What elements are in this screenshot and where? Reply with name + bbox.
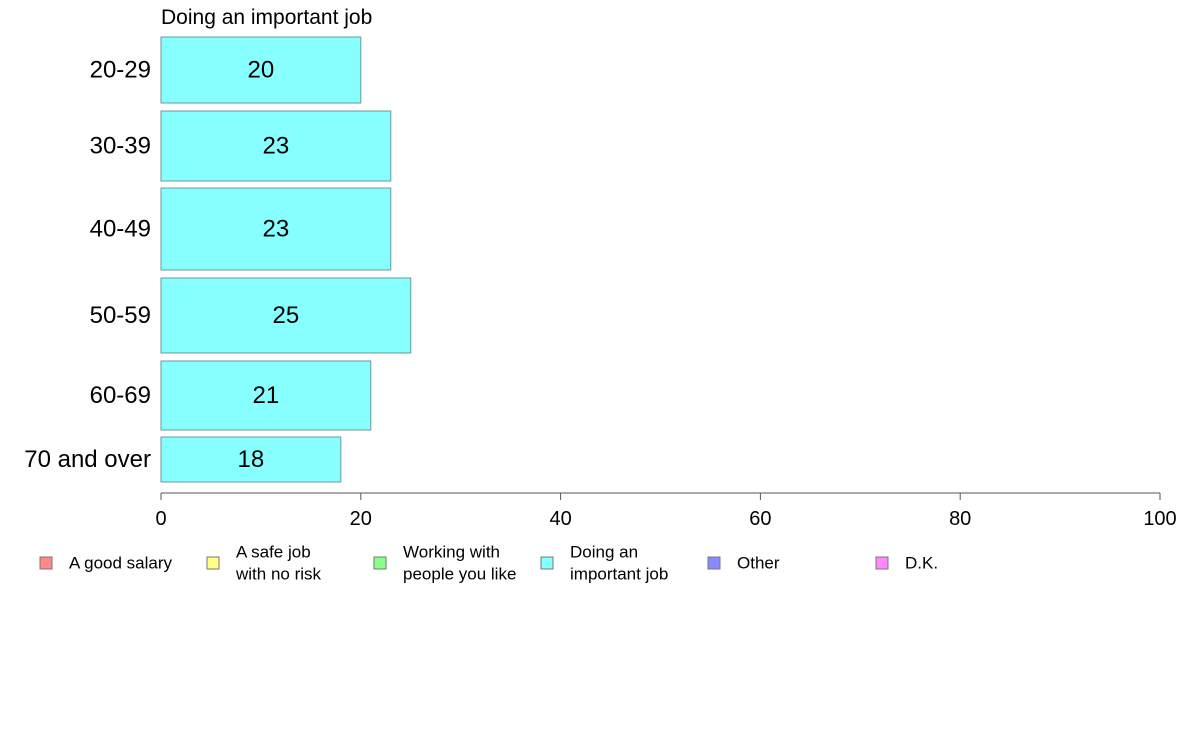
legend-label: Doing an (570, 543, 638, 562)
category-label: 30-39 (90, 133, 151, 160)
bar (160, 36, 362, 104)
bars-group: 20-29 20 30-39 23 40-49 23 50-59 25 60-69 21 70 an… (24, 36, 412, 483)
legend-item: Working with people you like (373, 543, 516, 584)
category-label: 50-59 (90, 302, 151, 329)
legend-label: D.K. (905, 554, 938, 573)
legend-item: D.K. (875, 554, 938, 573)
bar (160, 187, 392, 271)
legend-item: Doing an important job (540, 543, 668, 584)
x-axis: 0 20 40 60 80 100 (155, 492, 1177, 530)
legend-swatch (707, 556, 721, 570)
legend-label: Other (737, 554, 780, 573)
legend-label: Working with (403, 543, 500, 562)
category-label: 70 and over (24, 446, 151, 473)
bar (160, 110, 392, 182)
data-label: 25 (273, 302, 300, 329)
legend-swatch (206, 556, 220, 570)
data-label: 18 (238, 446, 265, 473)
category-label: 40-49 (90, 216, 151, 243)
bar (160, 277, 412, 354)
x-tick-label: 40 (549, 508, 571, 530)
legend-item: A good salary (39, 554, 173, 573)
legend-item: Other (707, 554, 780, 573)
x-tick-label: 100 (1143, 508, 1176, 530)
bar (160, 360, 372, 431)
legend-label: important job (570, 565, 668, 584)
legend-label: A safe job (236, 543, 311, 562)
legend-label: with no risk (235, 565, 322, 584)
legend-item: A safe job with no risk (206, 543, 322, 584)
bar (160, 436, 342, 483)
x-tick-label: 80 (949, 508, 971, 530)
category-label: 20-29 (90, 57, 151, 84)
x-tick-label: 60 (749, 508, 771, 530)
legend-swatch (373, 556, 387, 570)
legend-label: people you like (403, 565, 516, 584)
legend-swatch (875, 556, 889, 570)
data-label: 23 (263, 216, 290, 243)
data-label: 20 (248, 57, 275, 84)
data-label: 23 (263, 133, 290, 160)
chart-title: Doing an important job (161, 6, 372, 29)
category-label: 60-69 (90, 382, 151, 409)
legend-swatch (39, 556, 53, 570)
x-tick-label: 20 (350, 508, 372, 530)
legend-label: A good salary (69, 554, 173, 573)
data-label: 21 (253, 382, 280, 409)
legend: A good salary A safe job with no risk Worki… (39, 543, 938, 584)
x-tick-label: 0 (155, 508, 166, 530)
legend-swatch (540, 556, 554, 570)
